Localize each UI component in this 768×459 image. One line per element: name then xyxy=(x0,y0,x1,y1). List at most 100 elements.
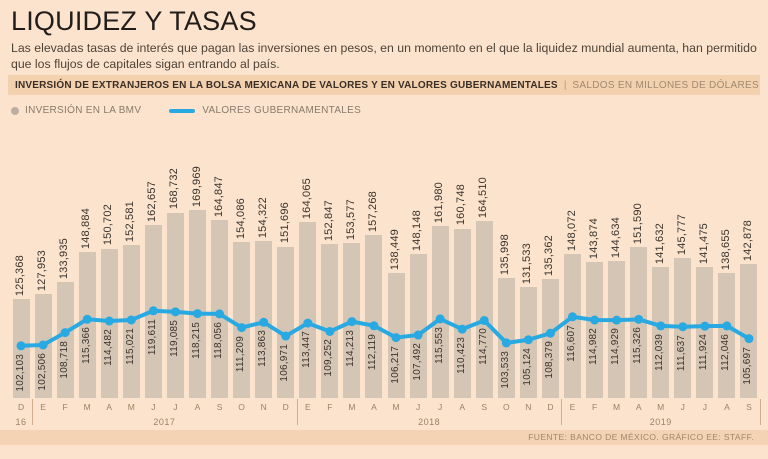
bar-value-label: 141,475 xyxy=(697,222,710,265)
bar-value-label: 145,777 xyxy=(675,214,688,256)
month-label: J xyxy=(173,402,178,412)
source-note: FUENTE: BANCO DE MÉXICO. GRÁFICO EE: STA… xyxy=(0,430,768,445)
line-value-label: 112,119 xyxy=(367,333,379,370)
month-label: S xyxy=(481,402,488,412)
band-separator: | xyxy=(563,79,567,91)
month-label: J xyxy=(680,402,685,412)
line-value-label: 118,215 xyxy=(191,321,202,359)
month-label: J xyxy=(151,402,156,412)
line-value-label: 119,611 xyxy=(146,318,158,355)
month-label: D xyxy=(17,402,25,412)
line-value-label: 106,217 xyxy=(389,345,401,384)
month-label: M xyxy=(83,402,91,412)
month-label: F xyxy=(62,402,68,412)
month-label: M xyxy=(392,402,400,412)
bar-value-label: 138,655 xyxy=(719,228,732,270)
legend-item-label: VALORES GUBERNAMENTALES xyxy=(202,105,362,116)
line-value-label: 114,982 xyxy=(588,328,600,365)
year-separator xyxy=(561,399,563,425)
bar xyxy=(674,258,692,398)
line-value-label: 105,124 xyxy=(521,347,533,386)
bar-value-label: 152,847 xyxy=(322,200,335,242)
line-value-label: 108,379 xyxy=(543,341,555,379)
line-value-label: 110,423 xyxy=(455,337,467,374)
bar-value-label: 135,998 xyxy=(499,233,512,276)
line-value-label: 111,209 xyxy=(235,335,247,372)
month-label: A xyxy=(371,402,377,412)
line-value-label: 115,021 xyxy=(124,327,136,365)
bar-value-label: 153,577 xyxy=(344,198,357,240)
year-label: 2019 xyxy=(649,417,672,427)
bar-value-label: 164,847 xyxy=(212,176,225,218)
bar-value-label: 168,732 xyxy=(168,168,181,210)
bar xyxy=(652,266,670,398)
bar-value-label: 157,268 xyxy=(366,191,379,233)
line-value-label: 107,492 xyxy=(411,343,423,381)
line-value-label: 103,533 xyxy=(499,350,511,389)
bar xyxy=(122,244,140,398)
bar-value-label: 154,322 xyxy=(256,197,269,239)
bar xyxy=(211,220,229,398)
line-value-label: 114,929 xyxy=(610,328,622,365)
line-value-label: 111,924 xyxy=(698,334,710,371)
bar xyxy=(78,252,96,398)
line-value-label: 112,046 xyxy=(720,333,732,371)
month-label: A xyxy=(106,402,113,412)
line-value-label: 114,770 xyxy=(477,328,489,366)
line-value-label: 114,482 xyxy=(102,329,114,366)
month-label: D xyxy=(547,402,554,412)
bar xyxy=(475,220,493,398)
bar-value-label: 143,874 xyxy=(587,218,600,260)
year-label: 2018 xyxy=(418,417,441,427)
bar-value-label: 148,072 xyxy=(565,209,578,251)
bar xyxy=(299,221,317,398)
bar-value-label: 125,368 xyxy=(14,255,27,297)
month-label: E xyxy=(304,402,311,412)
line-value-label: 111,637 xyxy=(676,334,688,371)
month-label: E xyxy=(40,402,46,412)
line-value-label: 114,213 xyxy=(345,329,357,367)
page-title: LIQUIDEZ Y TASAS xyxy=(11,6,257,36)
month-label: S xyxy=(216,402,223,412)
line-value-label: 119,085 xyxy=(168,319,180,357)
line-value-label: 112,039 xyxy=(654,333,666,371)
line-value-label: 106,971 xyxy=(279,344,291,382)
bar-value-label: 151,696 xyxy=(278,202,291,244)
bar-value-label: 133,935 xyxy=(58,237,71,280)
bar-value-label: 144,634 xyxy=(609,216,622,258)
line-value-label: 115,553 xyxy=(433,326,445,364)
line-value-label: 102,506 xyxy=(36,352,48,391)
line-value-label: 105,697 xyxy=(742,346,754,385)
line-series-swatch-icon xyxy=(169,108,196,113)
bar-value-label: 131,533 xyxy=(521,242,534,284)
bar-value-label: 127,953 xyxy=(36,249,49,292)
chart-header-band: INVERSIÓN DE EXTRANJEROS EN LA BOLSA MEX… xyxy=(8,75,760,95)
bar-value-label: 151,590 xyxy=(631,202,644,244)
bar xyxy=(343,242,361,398)
subtitle: Las elevadas tasas de interés que pagan … xyxy=(11,41,757,72)
bar-value-label: 161,980 xyxy=(433,181,446,224)
month-label: J xyxy=(702,402,707,412)
bar-value-label: 162,657 xyxy=(146,180,159,222)
bar xyxy=(541,279,559,398)
bar xyxy=(431,226,449,398)
bar-series-dot-icon xyxy=(11,106,19,115)
line-value-label: 108,718 xyxy=(58,340,70,379)
bar-value-label: 169,969 xyxy=(190,165,203,208)
bar xyxy=(166,212,184,398)
line-value-label: 113,447 xyxy=(301,331,313,368)
month-label: A xyxy=(194,402,201,412)
month-label: F xyxy=(591,402,598,412)
legend-item-bmv: INVERSIÓN EN LA BMV xyxy=(11,105,141,116)
month-label: M xyxy=(127,402,135,412)
bar-value-label: 148,148 xyxy=(411,209,424,251)
line-value-label: 115,366 xyxy=(80,327,92,365)
bar-value-label: 138,449 xyxy=(389,228,402,271)
bar xyxy=(630,246,648,398)
year-separator xyxy=(296,399,298,425)
chart-band-units: SALDOS EN MILLONES DE DÓLARES xyxy=(572,79,759,91)
line-value-label: 115,326 xyxy=(632,327,644,365)
line-value-label: 116,607 xyxy=(566,324,577,362)
